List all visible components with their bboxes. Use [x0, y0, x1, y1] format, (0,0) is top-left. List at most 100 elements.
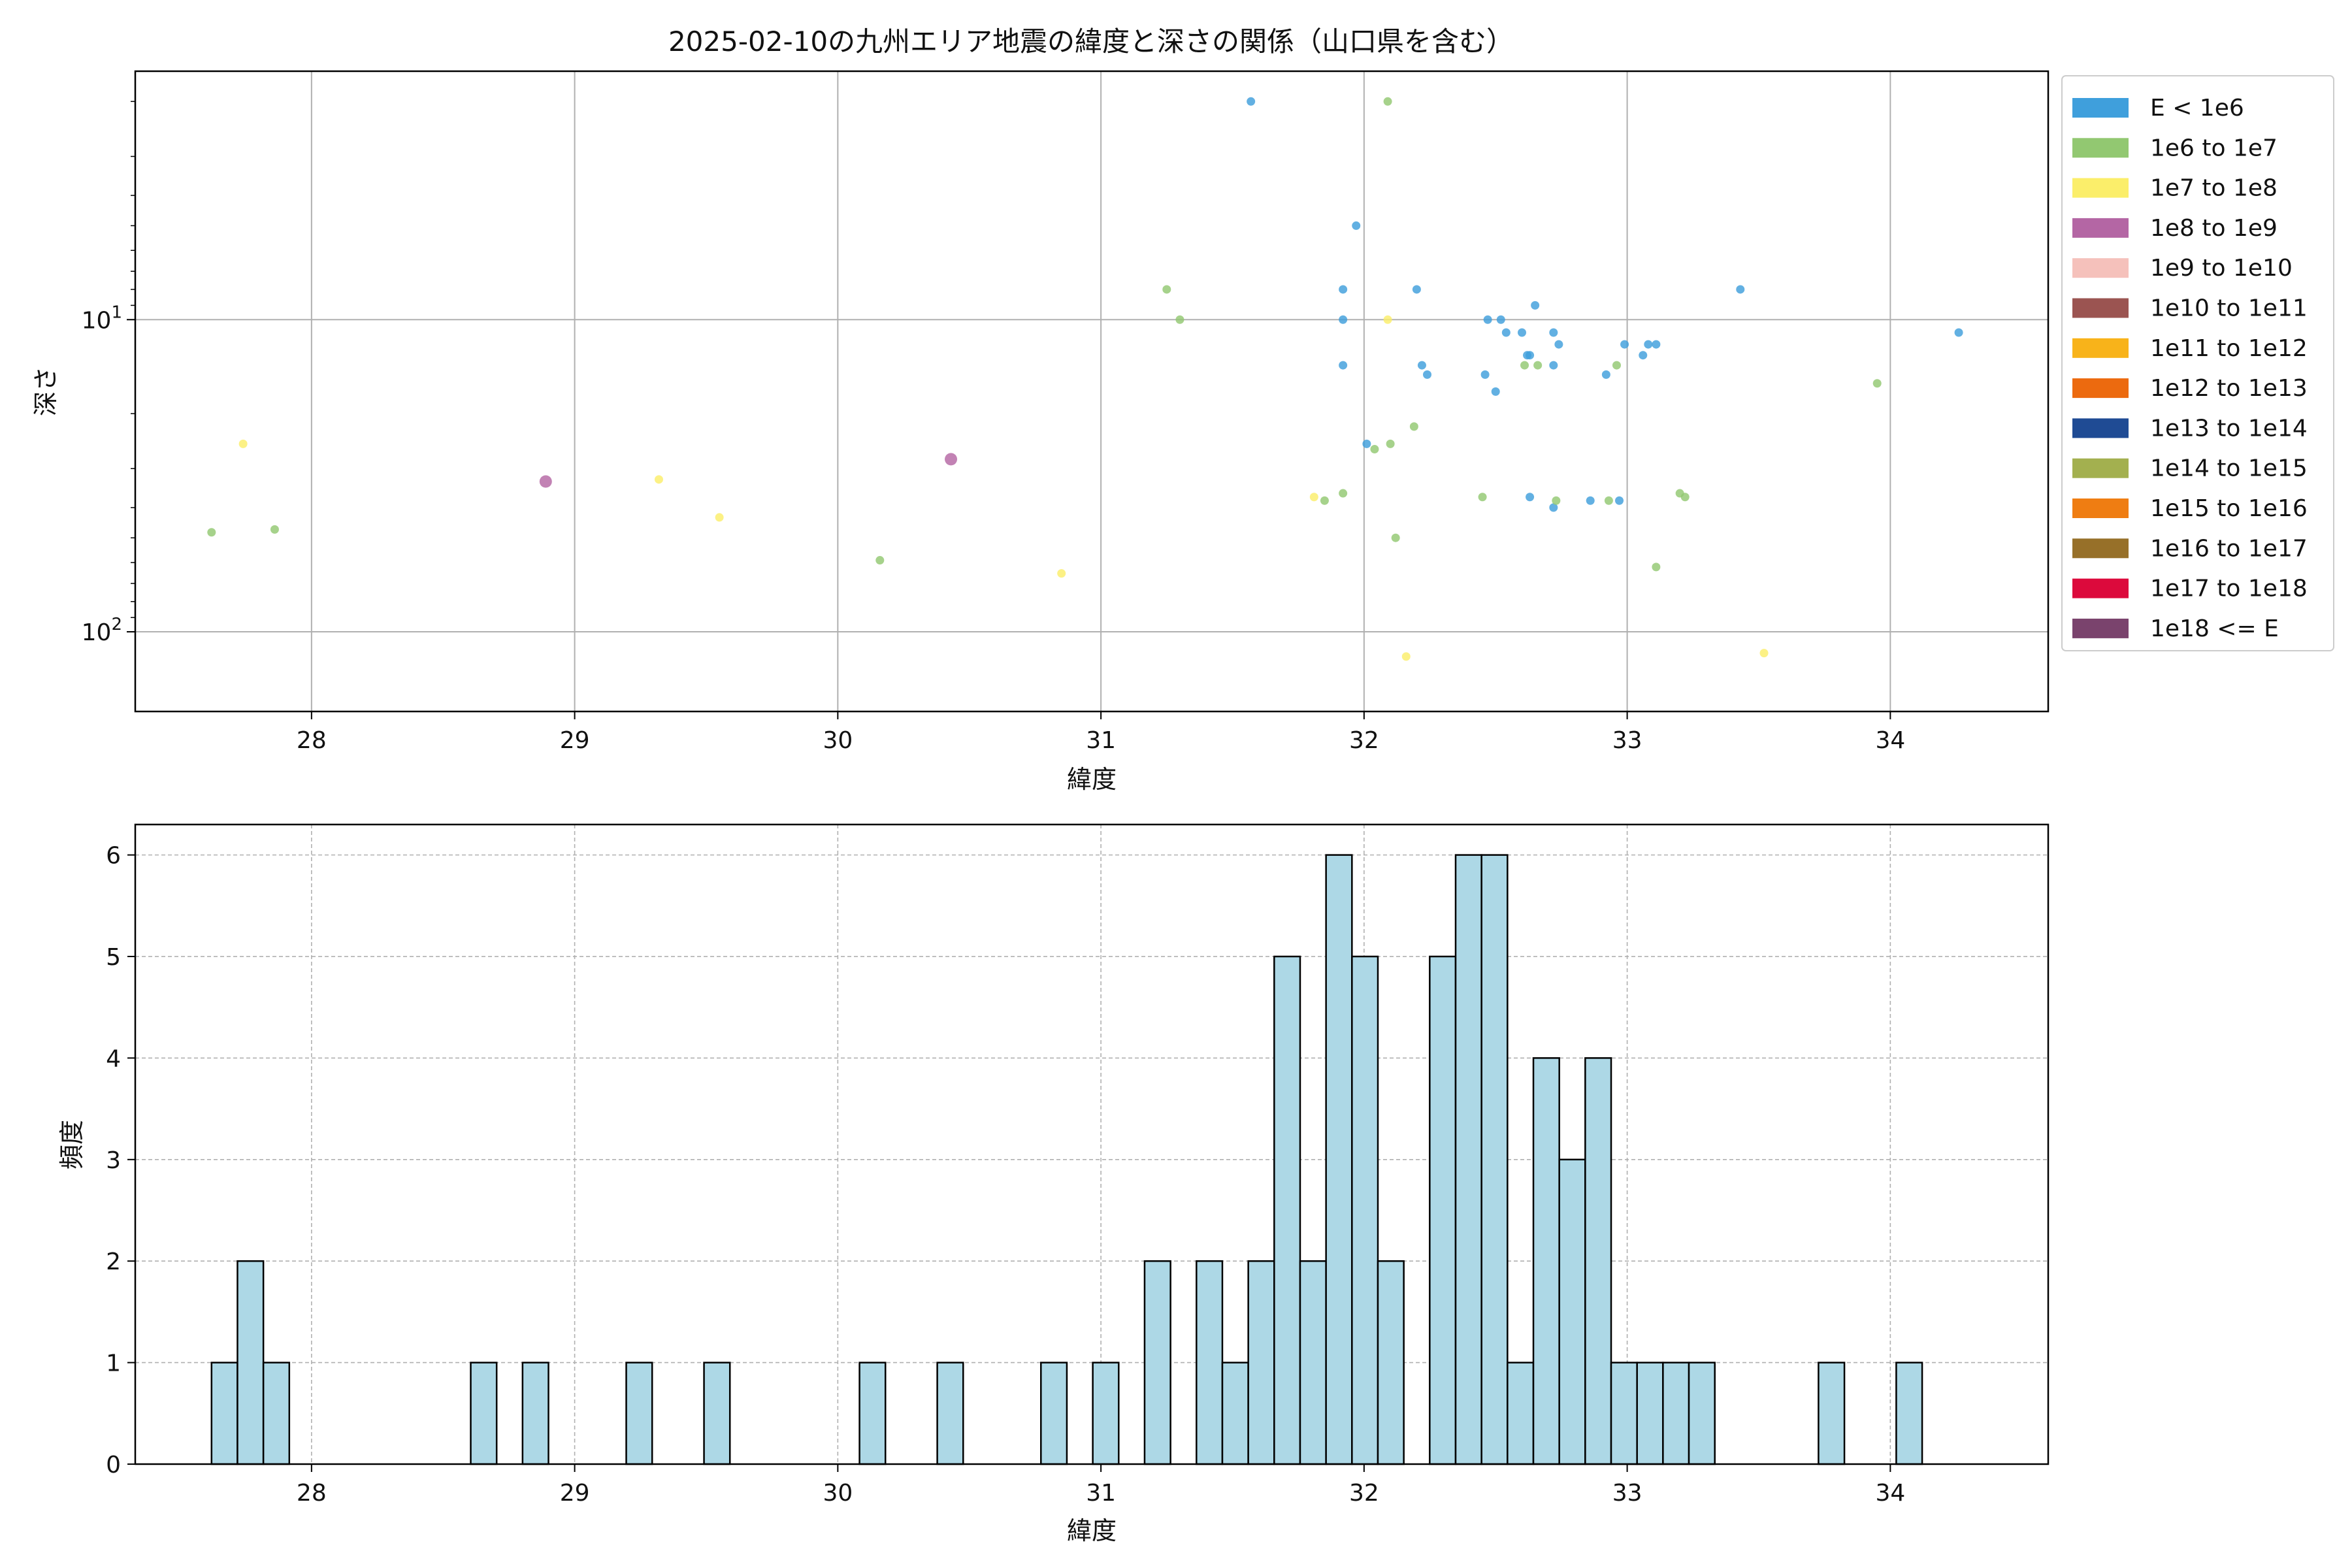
- histogram-y-tick-label: 4: [106, 1045, 121, 1072]
- scatter-point: [1680, 493, 1690, 502]
- scatter-point: [654, 475, 663, 484]
- legend-label: 1e9 to 1e10: [2150, 255, 2293, 282]
- histogram-bar: [1429, 955, 1457, 1465]
- legend-label: 1e10 to 1e11: [2150, 295, 2308, 322]
- legend-label: 1e17 to 1e18: [2150, 576, 2308, 602]
- scatter-point: [1652, 340, 1661, 349]
- histogram-bar: [1610, 1362, 1638, 1465]
- histogram-bar: [1532, 1057, 1560, 1465]
- legend-label: 1e8 to 1e9: [2150, 215, 2278, 242]
- histogram-x-tick-label: 33: [1612, 1480, 1642, 1507]
- scatter-point: [1517, 328, 1526, 337]
- histogram-bar: [1247, 1260, 1275, 1465]
- histogram-x-axis-label: 緯度: [1067, 1516, 1117, 1545]
- histogram-bar: [1143, 1260, 1171, 1465]
- scatter-y-tick-label: 102: [82, 615, 122, 646]
- histogram-bar: [1377, 1260, 1405, 1465]
- scatter-point: [715, 513, 724, 522]
- scatter-point: [1423, 370, 1432, 379]
- scatter-point: [1549, 361, 1558, 370]
- histogram-bar: [1221, 1362, 1249, 1465]
- histogram-bar: [1351, 955, 1379, 1465]
- legend-label: 1e16 to 1e17: [2150, 535, 2308, 562]
- scatter-point: [1526, 493, 1535, 502]
- scatter-point: [1639, 351, 1648, 360]
- scatter-point: [539, 475, 552, 488]
- histogram-x-tick-label: 31: [1086, 1480, 1116, 1507]
- legend-swatch: [2072, 178, 2129, 198]
- scatter-point: [238, 439, 248, 448]
- scatter-point: [270, 525, 279, 534]
- legend-swatch: [2072, 338, 2129, 358]
- histogram-x-tick-label: 30: [823, 1480, 853, 1507]
- scatter-point: [1383, 315, 1392, 324]
- histogram-bar: [1895, 1362, 1923, 1465]
- scatter-point: [1339, 315, 1348, 324]
- histogram-bar: [1196, 1260, 1224, 1465]
- histogram-bar: [1818, 1362, 1846, 1465]
- legend-swatch: [2072, 538, 2129, 559]
- scatter-point: [1386, 439, 1395, 448]
- legend-swatch: [2072, 258, 2129, 278]
- scatter-gridlines: [135, 71, 2048, 711]
- scatter-point: [1370, 445, 1379, 454]
- scatter-point: [1501, 328, 1511, 337]
- histogram-bar: [1480, 854, 1509, 1465]
- scatter-plot: 28 29 30 31 32 33 34 101 102 緯度 深さ E < 1e6 1e6 t…: [31, 70, 2334, 794]
- scatter-point: [1604, 496, 1613, 505]
- scatter-x-ticks: 28 29 30 31 32 33 34: [297, 711, 1905, 754]
- histogram-x-ticks: 28 29 30 31 32 33 34: [297, 1464, 1905, 1507]
- scatter-x-tick-label: 32: [1349, 727, 1379, 754]
- scatter-point: [1549, 503, 1558, 512]
- legend-swatch: [2072, 618, 2129, 638]
- chart-title: 2025-02-10の九州エリア地震の緯度と深さの関係（山口県を含む）: [668, 25, 1514, 57]
- histogram-bars: [210, 854, 1923, 1465]
- legend-label: 1e15 to 1e16: [2150, 495, 2308, 522]
- legend-swatch: [2072, 218, 2129, 238]
- histogram-bar: [936, 1362, 964, 1465]
- histogram-y-tick-label: 5: [106, 944, 121, 971]
- histogram-bar: [625, 1362, 653, 1465]
- scatter-x-tick-label: 34: [1875, 727, 1905, 754]
- scatter-x-tick-label: 33: [1612, 727, 1642, 754]
- scatter-y-axis-label: 深さ: [31, 367, 60, 416]
- scatter-point: [1615, 496, 1624, 505]
- scatter-point: [1526, 351, 1535, 360]
- histogram-bar: [1636, 1362, 1664, 1465]
- scatter-point: [1612, 361, 1621, 370]
- scatter-point: [1652, 563, 1661, 572]
- scatter-point: [207, 528, 216, 537]
- scatter-x-axis-label: 緯度: [1067, 765, 1117, 794]
- histogram-bar: [1454, 854, 1482, 1465]
- scatter-point: [1549, 328, 1558, 337]
- histogram-y-tick-label: 2: [106, 1249, 121, 1275]
- histogram-bar: [1092, 1362, 1120, 1465]
- scatter-point: [1520, 361, 1529, 370]
- histogram-bar: [858, 1362, 887, 1465]
- histogram-x-tick-label: 29: [560, 1480, 590, 1507]
- legend-label: 1e7 to 1e8: [2150, 175, 2278, 202]
- legend-swatch: [2072, 458, 2129, 478]
- scatter-point: [1339, 489, 1348, 498]
- scatter-point: [1872, 379, 1882, 388]
- histogram-bar: [1299, 1260, 1327, 1465]
- histogram-bar: [1662, 1362, 1690, 1465]
- scatter-point: [1478, 493, 1487, 502]
- histogram-y-tick-label: 6: [106, 843, 121, 870]
- scatter-point: [1480, 370, 1490, 379]
- histogram-bar: [262, 1362, 291, 1465]
- legend-label: 1e14 to 1e15: [2150, 455, 2308, 482]
- histogram-x-tick-label: 28: [297, 1480, 327, 1507]
- legend-swatch: [2072, 378, 2129, 399]
- histogram-x-tick-label: 32: [1349, 1480, 1379, 1507]
- legend-items: E < 1e6 1e6 to 1e7 1e7 to 1e8 1e8 to 1e9 1e9…: [2072, 95, 2308, 642]
- scatter-point: [1417, 361, 1426, 370]
- legend-label: 1e13 to 1e14: [2150, 415, 2308, 442]
- scatter-point: [1352, 221, 1361, 230]
- scatter-y-tick-label: 101: [82, 302, 122, 334]
- histogram-y-ticks: 0 1 2 3 4 5 6: [106, 843, 135, 1478]
- legend-swatch: [2072, 578, 2129, 598]
- histogram-bar: [1507, 1362, 1535, 1465]
- scatter-point: [1401, 652, 1411, 661]
